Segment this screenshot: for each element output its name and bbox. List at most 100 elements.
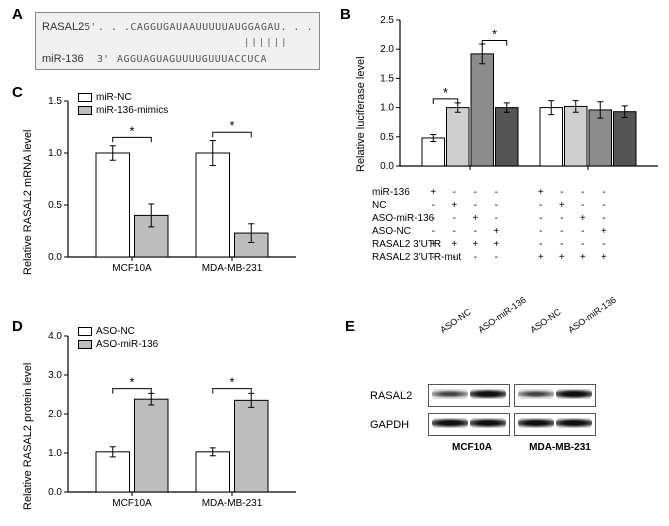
svg-text:*: * bbox=[129, 375, 134, 390]
condition-value: - bbox=[572, 226, 593, 237]
panel-c-ylabel: Relative RASAL2 mRNA level bbox=[22, 129, 34, 275]
svg-text:0.0: 0.0 bbox=[380, 161, 394, 172]
svg-text:0.5: 0.5 bbox=[48, 200, 62, 211]
condition-value: - bbox=[551, 226, 572, 237]
svg-text:1.5: 1.5 bbox=[380, 73, 394, 84]
svg-text:1.0: 1.0 bbox=[48, 448, 62, 459]
mir-name: miR-136 bbox=[42, 53, 97, 65]
panel-d-legend: ASO-NC ASO-miR-136 bbox=[78, 326, 158, 352]
condition-value: - bbox=[593, 187, 614, 198]
condition-value: - bbox=[486, 252, 507, 263]
condition-value: + bbox=[486, 239, 507, 250]
condition-value: - bbox=[572, 187, 593, 198]
condition-value: + bbox=[593, 226, 614, 237]
svg-text:2.0: 2.0 bbox=[48, 409, 62, 420]
blot-band bbox=[556, 418, 592, 428]
gene-sequence: . . .CAGGUGAUAAUUUUUAUGGAGAU. . . bbox=[98, 22, 313, 33]
panel-b-label: B bbox=[340, 6, 351, 23]
blot-group-label: MCF10A bbox=[428, 442, 516, 453]
svg-text:MDA-MB-231: MDA-MB-231 bbox=[202, 263, 263, 274]
condition-value: - bbox=[530, 239, 551, 250]
condition-value: - bbox=[572, 200, 593, 211]
svg-text:0.5: 0.5 bbox=[380, 132, 394, 143]
condition-value: - bbox=[530, 213, 551, 224]
condition-value: - bbox=[465, 226, 486, 237]
svg-text:1.0: 1.0 bbox=[380, 103, 394, 114]
condition-value: - bbox=[551, 239, 572, 250]
blot-band bbox=[518, 418, 554, 428]
svg-text:1.0: 1.0 bbox=[48, 148, 62, 159]
svg-text:2.0: 2.0 bbox=[380, 44, 394, 55]
panel-c-label: C bbox=[12, 84, 23, 101]
svg-text:*: * bbox=[443, 85, 448, 100]
blot-band bbox=[470, 418, 506, 428]
condition-value: + bbox=[551, 200, 572, 211]
condition-value: - bbox=[486, 200, 507, 211]
blot-band bbox=[470, 389, 506, 399]
blot-row-label: GAPDH bbox=[370, 419, 428, 431]
condition-value: + bbox=[572, 252, 593, 263]
condition-value: - bbox=[444, 187, 465, 198]
mir-direction: 3' bbox=[97, 54, 117, 65]
svg-text:3.0: 3.0 bbox=[48, 370, 62, 381]
condition-value: + bbox=[465, 213, 486, 224]
panel-a-label: A bbox=[12, 6, 23, 23]
legend-label: ASO-NC bbox=[96, 326, 135, 337]
condition-value: - bbox=[593, 239, 614, 250]
condition-value: - bbox=[444, 213, 465, 224]
svg-text:MDA-MB-231: MDA-MB-231 bbox=[202, 498, 263, 509]
condition-value: - bbox=[486, 187, 507, 198]
condition-value: + bbox=[423, 239, 444, 250]
condition-value: + bbox=[465, 239, 486, 250]
condition-value: - bbox=[572, 239, 593, 250]
svg-text:MCF10A: MCF10A bbox=[112, 498, 152, 509]
condition-value: - bbox=[486, 213, 507, 224]
bond-lines: |||||| bbox=[42, 35, 313, 51]
panel-e-western-blot: ASO-NCASO-miR-136ASO-NCASO-miR-136RASAL2… bbox=[370, 328, 660, 453]
condition-value: - bbox=[423, 200, 444, 211]
legend-label: miR-136-mimics bbox=[96, 105, 168, 116]
panel-b-conditions: miR-136+---+---NC-+---+--ASO-miR-136--+-… bbox=[372, 186, 614, 264]
panel-d-ylabel: Relative RASAL2 protein level bbox=[22, 363, 34, 510]
panel-d-label: D bbox=[12, 318, 23, 335]
condition-value: + bbox=[486, 226, 507, 237]
svg-text:*: * bbox=[492, 26, 497, 41]
svg-text:*: * bbox=[229, 118, 234, 133]
condition-value: - bbox=[593, 213, 614, 224]
gene-name: RASAL2 bbox=[42, 21, 84, 33]
panel-e-label: E bbox=[345, 318, 355, 335]
svg-text:*: * bbox=[229, 375, 234, 390]
condition-value: + bbox=[444, 239, 465, 250]
condition-value: - bbox=[551, 187, 572, 198]
condition-value: - bbox=[423, 213, 444, 224]
condition-value: + bbox=[444, 200, 465, 211]
blot-group-label: MDA-MB-231 bbox=[516, 442, 604, 453]
condition-value: + bbox=[593, 252, 614, 263]
legend-label: ASO-miR-136 bbox=[96, 339, 158, 350]
blot-band bbox=[432, 418, 468, 428]
svg-text:1.5: 1.5 bbox=[48, 96, 62, 107]
blot-row-label: RASAL2 bbox=[370, 390, 428, 402]
lane-label: ASO-NC bbox=[439, 307, 473, 335]
svg-text:*: * bbox=[129, 123, 134, 138]
svg-text:MCF10A: MCF10A bbox=[112, 263, 152, 274]
lane-label: ASO-NC bbox=[529, 307, 563, 335]
svg-text:2.5: 2.5 bbox=[380, 15, 394, 26]
svg-text:0.0: 0.0 bbox=[48, 252, 62, 263]
panel-c-chart: 0.0 0.5 1.0 1.5 MCF10A MDA-MB-231 * * bbox=[40, 95, 300, 275]
panel-d-chart: 0.01.02.03.04.0MCF10AMDA-MB-231** bbox=[40, 330, 300, 510]
condition-value: - bbox=[465, 200, 486, 211]
condition-value: - bbox=[444, 226, 465, 237]
condition-value: - bbox=[530, 200, 551, 211]
condition-value: + bbox=[530, 252, 551, 263]
mir-sequence: AGGUAGUAGUUUUGUUUACCUCA bbox=[117, 54, 267, 65]
blot-band bbox=[556, 389, 592, 399]
panel-b-chart: 0.0 0.5 1.0 1.5 2.0 2.5 * * bbox=[372, 14, 662, 184]
condition-value: - bbox=[444, 252, 465, 263]
blot-band bbox=[518, 389, 554, 399]
gene-direction: 5' bbox=[84, 22, 98, 33]
condition-value: - bbox=[593, 200, 614, 211]
condition-value: - bbox=[423, 252, 444, 263]
panel-c-legend: miR-NCmiR-136-mimics bbox=[78, 92, 168, 118]
condition-value: - bbox=[423, 226, 444, 237]
